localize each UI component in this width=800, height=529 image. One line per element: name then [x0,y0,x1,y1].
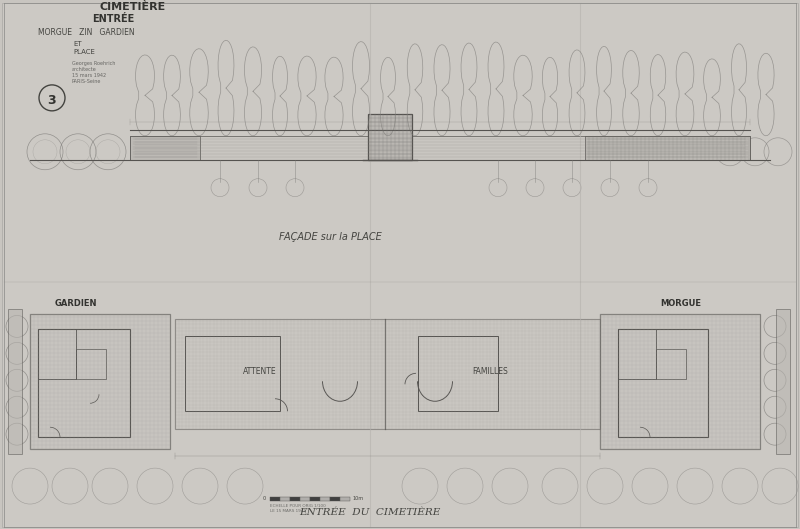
Text: 0: 0 [263,496,266,500]
Bar [30,314,170,449]
Text: 3: 3 [48,94,56,107]
Text: ET: ET [73,41,82,47]
Text: MORGUE   ZIN   GARDIEN: MORGUE ZIN GARDIEN [38,28,134,37]
Bar [776,309,790,454]
Bar [175,320,600,429]
Text: ENTRÉE: ENTRÉE [92,14,134,24]
Text: 10m: 10m [352,496,363,500]
Text: LE 15 MARS 1942: LE 15 MARS 1942 [270,509,306,513]
Bar [656,349,686,379]
Bar [320,497,330,501]
Text: 15 mars 1942: 15 mars 1942 [72,73,106,78]
Text: PARIS-Seine: PARIS-Seine [72,79,102,84]
Bar [418,336,498,411]
Text: ENTRÉE  DU  CIMETIÈRE: ENTRÉE DU CIMETIÈRE [299,508,441,517]
Text: FAMILLES: FAMILLES [472,367,508,376]
Bar [585,136,750,160]
Bar [340,497,350,501]
Bar [300,497,310,501]
Text: ECHELLE POUR ORIG 1/100: ECHELLE POUR ORIG 1/100 [270,504,326,508]
Bar [10,289,790,479]
Bar [368,114,412,160]
Bar [130,136,750,160]
Bar [38,330,76,379]
Bar [290,497,300,501]
Bar [38,330,130,437]
Bar [8,309,22,454]
Text: CIMETIÈRE: CIMETIÈRE [100,2,166,12]
Bar [280,497,290,501]
Text: GARDIEN: GARDIEN [55,299,98,308]
Bar [600,314,760,449]
Bar [76,349,106,379]
Bar [130,136,200,160]
Bar [330,497,340,501]
Text: Georges Roehrich: Georges Roehrich [72,61,115,66]
Text: MORGUE: MORGUE [660,299,701,308]
Bar [618,330,708,437]
Bar [185,336,280,411]
Text: ATTENTE: ATTENTE [243,367,277,376]
Bar [270,497,280,501]
Bar [618,330,656,379]
Text: PLACE: PLACE [73,49,95,55]
Bar [310,497,320,501]
Text: FAÇADE sur la PLACE: FAÇADE sur la PLACE [278,232,382,242]
Text: architecte: architecte [72,67,97,72]
